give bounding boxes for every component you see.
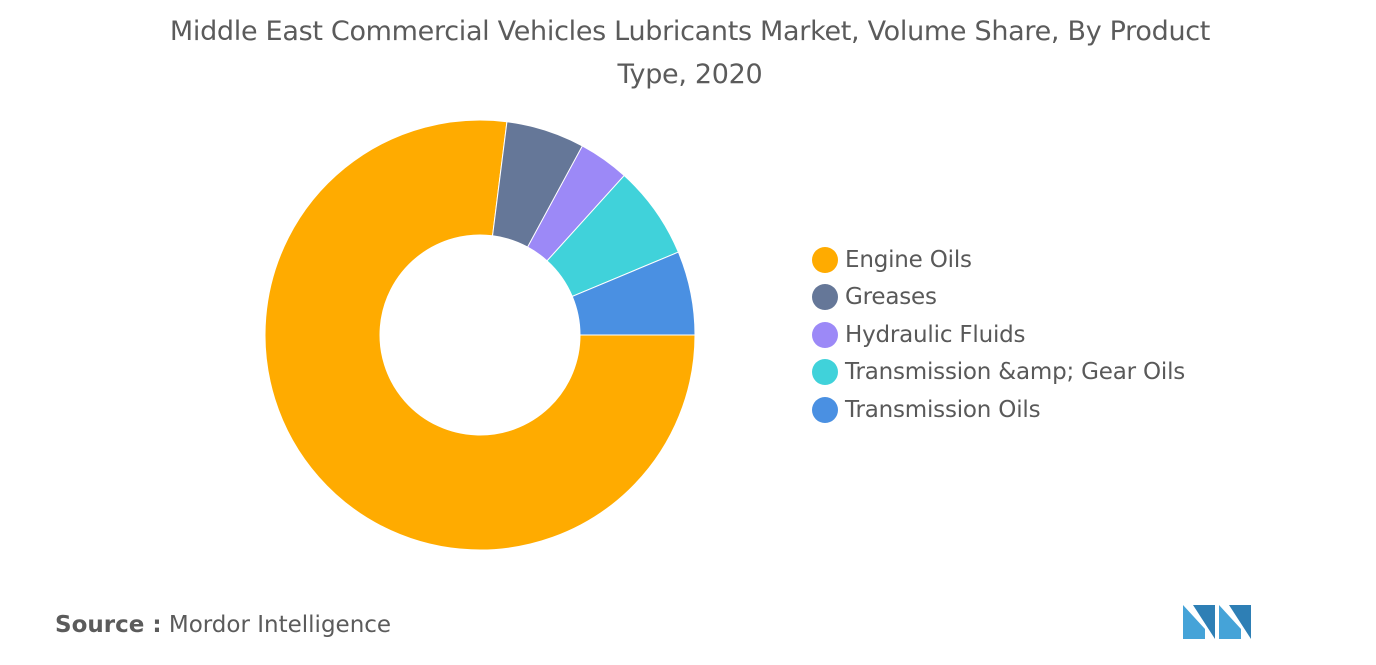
legend-item: Hydraulic Fluids (812, 316, 1185, 354)
legend-swatch (812, 321, 838, 348)
source-value: Mordor Intelligence (168, 612, 392, 638)
legend-label: Transmission &amp; Gear Oils (845, 359, 1186, 386)
legend-swatch (812, 284, 838, 311)
legend-label: Hydraulic Fluids (845, 321, 1026, 348)
legend-swatch (812, 246, 838, 273)
legend-item: Engine Oils (812, 241, 1185, 279)
legend-item: Transmission Oils (812, 391, 1185, 429)
logo-shape-mid (1193, 605, 1215, 639)
chart-legend: Engine Oils Greases Hydraulic Fluids Transm… (812, 241, 1185, 429)
legend-item: Greases (812, 279, 1185, 317)
source-key: Source : (55, 612, 162, 638)
legend-swatch (812, 359, 838, 386)
chart-title: Middle East Commercial Vehicles Lubrican… (169, 16, 1211, 90)
slice-transmission-oils (571, 251, 696, 336)
legend-label: Greases (845, 284, 937, 311)
legend-label: Transmission Oils (845, 396, 1041, 423)
legend-item: Transmission &amp; Gear Oils (812, 354, 1185, 392)
logo-shape-mid2 (1219, 605, 1241, 639)
legend-swatch (812, 396, 838, 423)
source-line: Source : Mordor Intelligence (55, 612, 391, 638)
legend-label: Engine Oils (845, 246, 972, 273)
donut-slices (264, 119, 696, 551)
mordor-intelligence-logo (1183, 605, 1251, 639)
slice-engine-oils (264, 119, 696, 551)
logo-shape-right (1229, 605, 1251, 639)
logo-shape-left (1183, 605, 1205, 639)
